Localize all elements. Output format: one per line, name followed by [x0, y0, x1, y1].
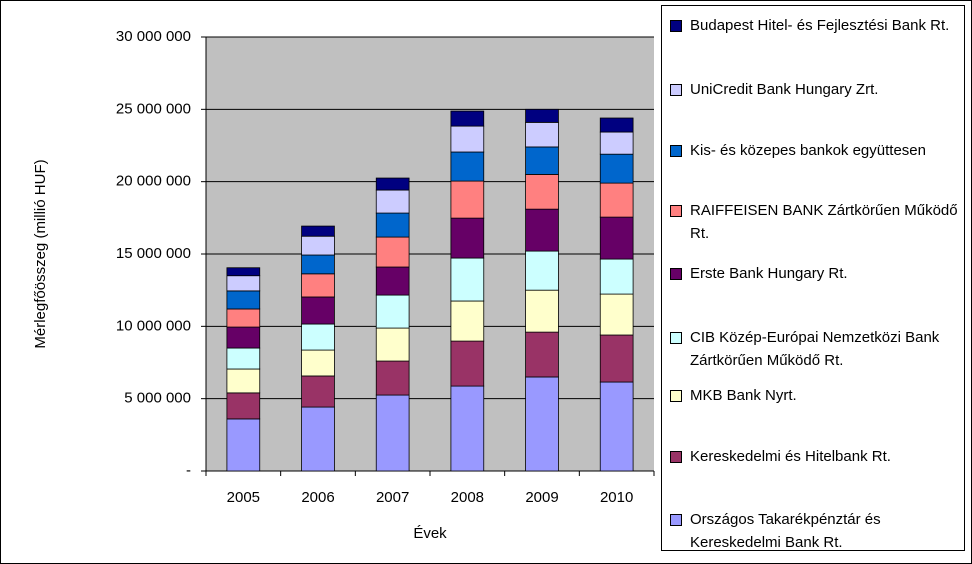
bar-segment: [226, 275, 261, 292]
bar-segment: [599, 153, 634, 184]
bar-segment: [301, 406, 335, 472]
y-tick-label: -: [186, 462, 191, 479]
bar-segment: [599, 293, 634, 336]
bar-segment: [450, 151, 485, 182]
legend-swatch: [670, 332, 682, 344]
bar-segment: [450, 385, 485, 472]
legend-label: CIB Közép-Európai Nemzetközi Bank Zártkö…: [690, 329, 940, 369]
x-tick-label: 2007: [376, 489, 409, 506]
legend-label: Erste Bank Hungary Rt.: [690, 265, 848, 282]
bar-segment: [375, 266, 410, 296]
x-tick-label: 2008: [451, 489, 484, 506]
bar-segment: [301, 375, 335, 408]
bar-segment: [599, 258, 634, 295]
bar-segment: [301, 273, 335, 298]
bar-segment: [450, 180, 485, 219]
legend-swatch: [670, 145, 682, 157]
legend-label: UniCredit Bank Hungary Zrt.: [690, 81, 879, 98]
bar-segment: [525, 121, 559, 148]
x-tick-label: 2009: [525, 489, 558, 506]
y-tick-label: 10 000 000: [116, 317, 191, 334]
legend-swatch: [670, 390, 682, 402]
legend-swatch: [670, 205, 682, 217]
bar-segment: [226, 308, 261, 328]
bar-segment: [525, 376, 559, 472]
bar-segment: [375, 294, 410, 329]
y-tick-label: 20 000 000: [116, 173, 191, 190]
bar-segment: [525, 208, 559, 252]
legend-swatch: [670, 20, 682, 32]
bar-segment: [375, 394, 410, 472]
bar-segment: [525, 331, 559, 378]
bar-segment: [450, 340, 485, 387]
bar-segment: [450, 110, 485, 127]
legend-label: RAIFFEISEN BANK Zártkörűen Működő Rt.: [690, 202, 958, 242]
bar-segment: [226, 418, 261, 472]
x-tick-label: 2006: [301, 489, 334, 506]
bar-segment: [375, 327, 410, 362]
bar-segment: [301, 235, 335, 256]
bar-segment: [450, 125, 485, 153]
bar-segment: [375, 189, 410, 214]
y-tick-label: 15 000 000: [116, 245, 191, 262]
bar-segment: [599, 216, 634, 260]
bar-segment: [226, 368, 261, 394]
legend-label: Kereskedelmi és Hitelbank Rt.: [690, 448, 891, 465]
x-tick-label: 2010: [600, 489, 633, 506]
legend: Országos Takarékpénztár és Kereskedelmi …: [661, 5, 965, 551]
legend-label: Budapest Hitel- és Fejlesztési Bank Rt.: [690, 17, 950, 34]
bar-segment: [226, 267, 261, 277]
bar-segment: [450, 300, 485, 342]
x-axis-title: Évek: [413, 525, 447, 542]
legend-label: MKB Bank Nyrt.: [690, 387, 797, 404]
bar-segment: [525, 146, 559, 175]
bar-segment: [450, 257, 485, 302]
bar-segment: [301, 296, 335, 325]
bar-segment: [226, 326, 261, 349]
bar-segment: [599, 334, 634, 383]
bar-segment: [301, 323, 335, 351]
bar-segment: [226, 290, 261, 310]
bar-segment: [301, 225, 335, 237]
legend-swatch: [670, 514, 682, 526]
bar-segment: [375, 177, 410, 191]
bar-segment: [301, 349, 335, 377]
y-tick-label: 30 000 000: [116, 28, 191, 45]
bar-segment: [226, 392, 261, 420]
bar-segment: [599, 117, 634, 133]
legend-label: Országos Takarékpénztár és Kereskedelmi …: [690, 511, 881, 551]
y-tick-label: 5 000 000: [124, 390, 191, 407]
bar-segment: [375, 236, 410, 268]
legend-swatch: [670, 451, 682, 463]
bar-segment: [375, 212, 410, 238]
y-axis-title: Mérlegfőösszeg (millió HUF): [32, 159, 49, 348]
bar-segment: [450, 217, 485, 259]
bar-segment: [525, 108, 559, 123]
bar-segment: [525, 250, 559, 291]
y-tick-label: 25 000 000: [116, 100, 191, 117]
bar-segment: [375, 360, 410, 396]
bar-segment: [301, 254, 335, 275]
legend-swatch: [670, 84, 682, 96]
x-tick-label: 2005: [227, 489, 260, 506]
legend-swatch: [670, 268, 682, 280]
bar-segment: [599, 131, 634, 155]
bar-segment: [599, 381, 634, 472]
bar-segment: [525, 289, 559, 333]
bar-segment: [599, 182, 634, 218]
bar-segment: [226, 347, 261, 370]
bar-segment: [525, 174, 559, 210]
legend-label: Kis- és közepes bankok együttesen: [690, 142, 926, 159]
